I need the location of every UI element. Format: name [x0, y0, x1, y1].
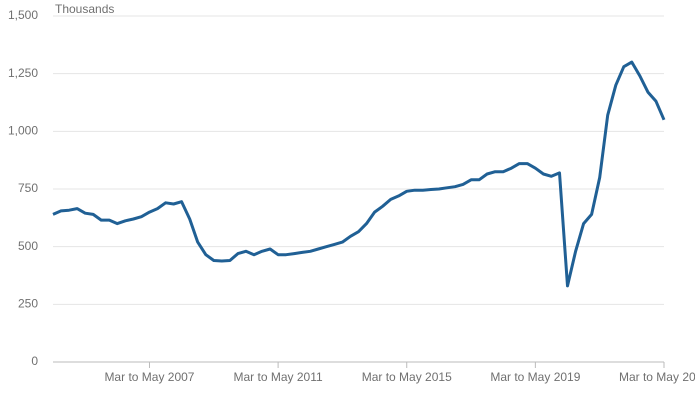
y-tick-label: 250 [18, 297, 38, 311]
y-tick-label: 750 [18, 181, 38, 195]
x-tick-label: Mar to May 2019 [490, 370, 580, 384]
y-tick-label: 1,000 [8, 124, 38, 138]
x-tick-label: Mar to May 2007 [104, 370, 194, 384]
y-tick-label: 1,500 [8, 8, 38, 22]
x-tick-label: Mar to May 2023 [619, 370, 695, 384]
y-tick-label: 500 [18, 239, 38, 253]
y-tick-label: 0 [31, 354, 38, 368]
series-line [52, 60, 666, 288]
y-axis-label: Thousands [55, 2, 114, 16]
x-tick-label: Mar to May 2015 [362, 370, 452, 384]
y-tick-label: 1,250 [8, 66, 38, 80]
x-tick-label: Mar to May 2011 [234, 370, 323, 384]
